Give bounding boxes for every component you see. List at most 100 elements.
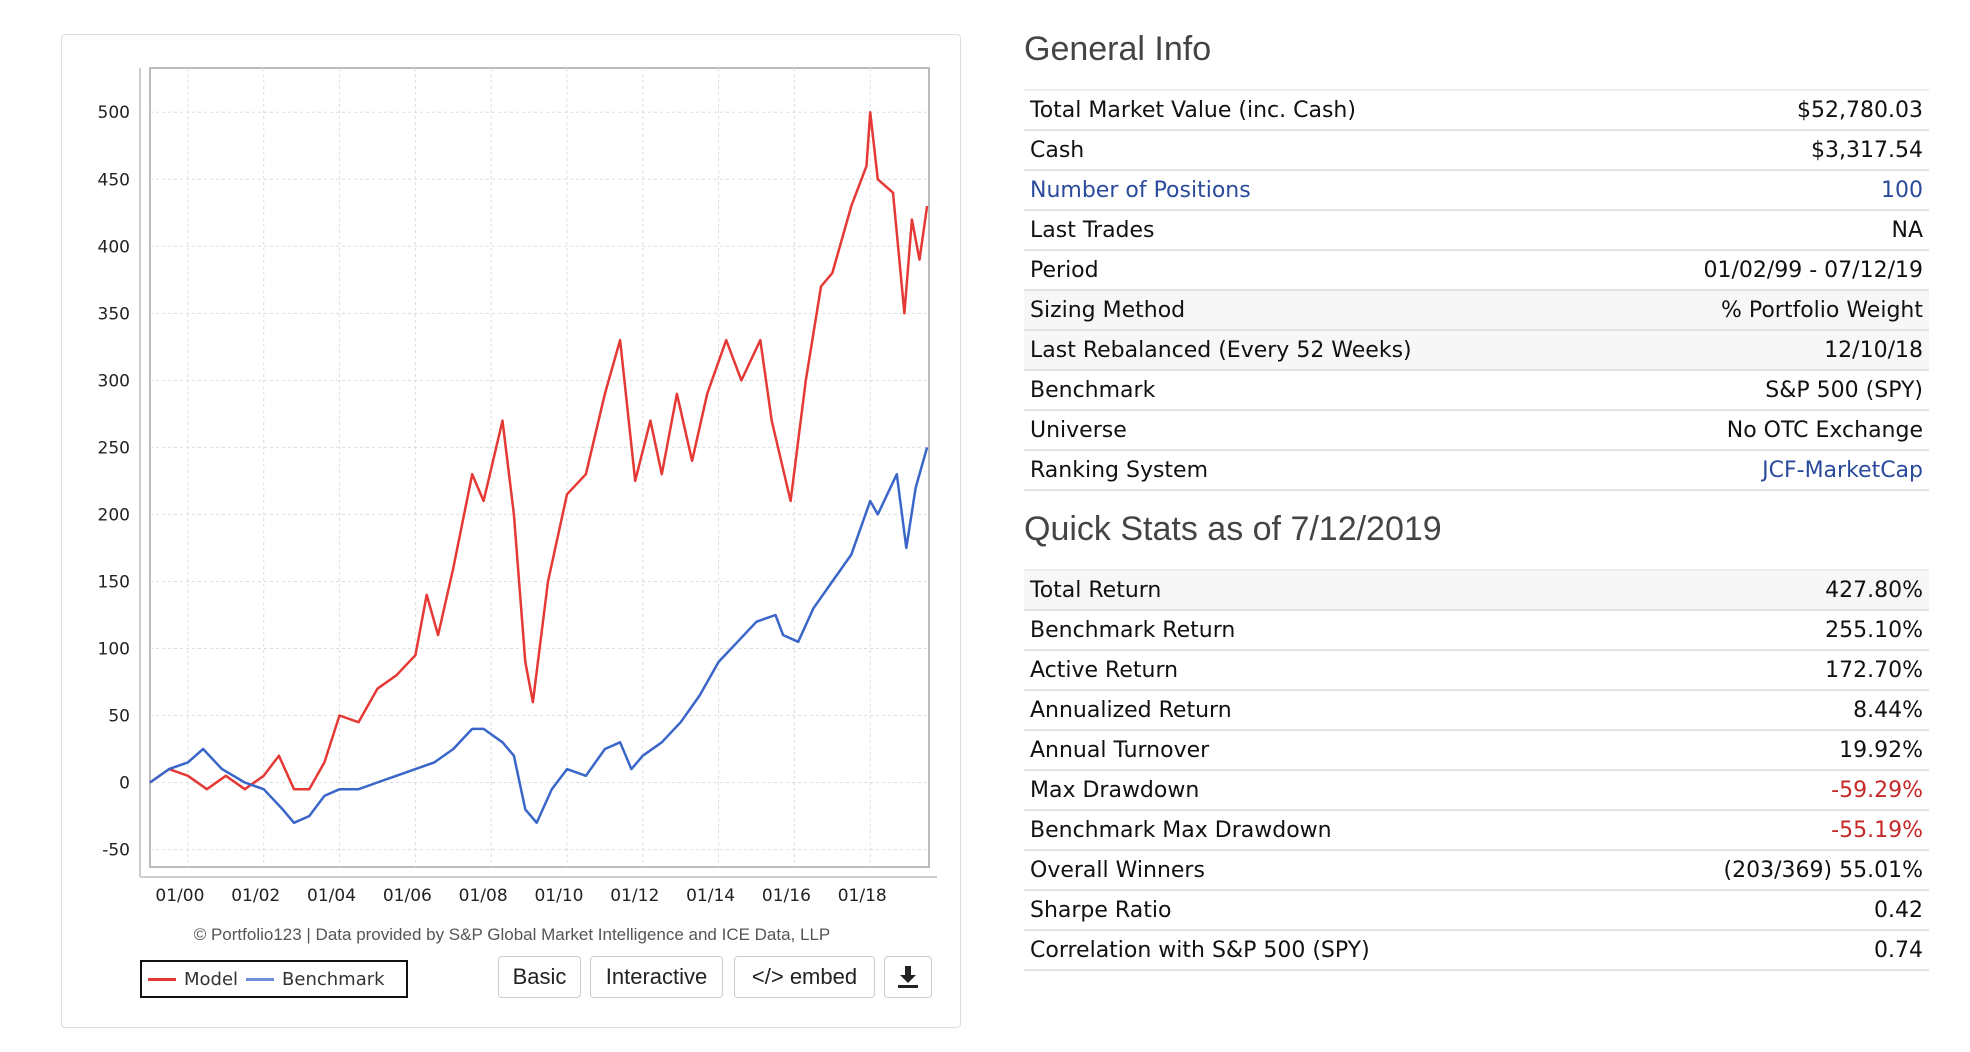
x-tick-label: 01/02 — [231, 886, 280, 906]
y-tick-label: 150 — [98, 572, 130, 592]
x-tick-label: 01/12 — [610, 886, 659, 906]
x-tick-label: 01/04 — [307, 886, 356, 906]
table-row: Sizing Method% Portfolio Weight — [1024, 290, 1929, 331]
x-tick-label: 01/10 — [534, 886, 583, 906]
y-tick-label: 500 — [98, 103, 130, 123]
row-value: -59.29% — [1589, 770, 1929, 811]
row-label: Cash — [1024, 130, 1594, 171]
row-label: Benchmark Return — [1024, 610, 1590, 651]
table-row: Max Drawdown -59.29% — [1024, 770, 1929, 811]
chart-panel: 500 450 400 350 300 250 200 150 100 50 0 -50 01/00 01… — [61, 34, 961, 1028]
table-row: Ranking System JCF-MarketCap — [1024, 450, 1929, 491]
table-row: Benchmark S&P 500 (SPY) — [1024, 370, 1929, 411]
row-value: S&P 500 (SPY) — [1593, 370, 1929, 411]
row-value: 8.44% — [1589, 690, 1929, 731]
row-value: -55.19% — [1589, 810, 1929, 851]
model-swatch — [148, 977, 176, 981]
row-label: Annual Turnover — [1024, 730, 1590, 771]
embed-button[interactable]: </> embed — [734, 956, 875, 998]
table-row: Period 01/02/99 - 07/12/19 — [1024, 250, 1929, 291]
row-value: No OTC Exchange — [1593, 410, 1929, 451]
row-value: 0.42 — [1589, 890, 1929, 931]
table-row: Annual Turnover 19.92% — [1024, 730, 1929, 771]
table-row: Active Return 172.70% — [1024, 650, 1929, 691]
table-row: Number of Positions 100 — [1024, 170, 1929, 211]
quick-stats-table: Total Return 427.80% Benchmark Return 255.1… — [1024, 569, 1929, 971]
general-info-table: Total Market Value (inc. Cash) $52,780.03… — [1024, 89, 1929, 491]
row-label: Benchmark — [1024, 370, 1594, 411]
table-row: Last Trades NA — [1024, 210, 1929, 251]
table-row: Last Rebalanced (Every 52 Weeks) 12/10/18 — [1024, 330, 1929, 371]
y-tick-label: 400 — [98, 237, 130, 257]
row-value: $52,780.03 — [1593, 90, 1929, 131]
quick-stats-title: Quick Stats as of 7/12/2019 — [1024, 510, 1442, 548]
row-value: % Portfolio Weight — [1593, 290, 1929, 331]
table-row: Total Return 427.80% — [1024, 570, 1929, 611]
x-tick-label: 01/00 — [155, 886, 204, 906]
row-value: 172.70% — [1589, 650, 1929, 691]
row-label: Total Market Value (inc. Cash) — [1024, 90, 1594, 131]
interactive-button[interactable]: Interactive — [590, 956, 723, 998]
x-tick-label: 01/14 — [686, 886, 735, 906]
table-row: Correlation with S&P 500 (SPY) 0.74 — [1024, 930, 1929, 971]
x-tick-label: 01/16 — [762, 886, 811, 906]
row-label[interactable]: Number of Positions — [1024, 170, 1594, 211]
row-label: Benchmark Max Drawdown — [1024, 810, 1590, 851]
chart-copyright: © Portfolio123 | Data provided by S&P Gl… — [193, 925, 831, 944]
row-label: Overall Winners — [1024, 850, 1590, 891]
plot-area — [149, 67, 930, 868]
x-tick-label: 01/08 — [459, 886, 508, 906]
row-label: Annualized Return — [1024, 690, 1590, 731]
row-label: Last Trades — [1024, 210, 1594, 251]
row-label: Max Drawdown — [1024, 770, 1590, 811]
table-row: Sharpe Ratio 0.42 — [1024, 890, 1929, 931]
benchmark-series-line — [149, 447, 929, 825]
y-tick-label: 350 — [98, 304, 130, 324]
row-value[interactable]: 100 — [1593, 170, 1929, 211]
table-row: Benchmark Max Drawdown -55.19% — [1024, 810, 1929, 851]
y-tick-label: -50 — [102, 841, 130, 861]
row-value: NA — [1593, 210, 1929, 251]
table-row: Universe No OTC Exchange — [1024, 410, 1929, 451]
row-value: 0.74 — [1589, 930, 1929, 971]
download-button[interactable] — [884, 956, 932, 998]
row-value: (203/369) 55.01% — [1589, 850, 1929, 891]
y-tick-label: 300 — [98, 371, 130, 391]
row-value[interactable]: JCF-MarketCap — [1593, 450, 1929, 491]
row-value: 255.10% — [1589, 610, 1929, 651]
y-tick-label: 50 — [108, 707, 130, 727]
row-label: Total Return — [1024, 570, 1590, 611]
legend-model: Model — [184, 968, 239, 990]
table-row: Benchmark Return 255.10% — [1024, 610, 1929, 651]
row-value: 01/02/99 - 07/12/19 — [1593, 250, 1929, 291]
table-row: Annualized Return 8.44% — [1024, 690, 1929, 731]
row-label: Universe — [1024, 410, 1594, 451]
x-tick-label: 01/06 — [383, 886, 432, 906]
y-tick-label: 450 — [98, 170, 130, 190]
row-label: Last Rebalanced (Every 52 Weeks) — [1024, 330, 1594, 371]
y-tick-label: 200 — [98, 505, 130, 525]
row-label: Period — [1024, 250, 1594, 291]
y-tick-label: 0 — [119, 774, 130, 794]
y-tick-label: 250 — [98, 438, 130, 458]
row-value: $3,317.54 — [1593, 130, 1929, 171]
benchmark-swatch — [246, 977, 275, 981]
row-label: Sharpe Ratio — [1024, 890, 1590, 931]
table-row: Total Market Value (inc. Cash) $52,780.03 — [1024, 90, 1929, 131]
general-info-title: General Info — [1024, 30, 1212, 68]
table-row: Overall Winners (203/369) 55.01% — [1024, 850, 1929, 891]
row-value: 427.80% — [1589, 570, 1929, 611]
row-label: Ranking System — [1024, 450, 1594, 491]
row-value: 12/10/18 — [1593, 330, 1929, 371]
chart-legend: Model Benchmark — [140, 960, 408, 998]
row-label: Correlation with S&P 500 (SPY) — [1024, 930, 1590, 971]
row-label: Sizing Method — [1024, 290, 1594, 331]
x-tick-label: 01/18 — [838, 886, 887, 906]
legend-benchmark: Benchmark — [282, 968, 385, 990]
row-value: 19.92% — [1589, 730, 1929, 771]
row-label: Active Return — [1024, 650, 1590, 691]
download-icon — [898, 966, 918, 988]
basic-button[interactable]: Basic — [498, 956, 581, 998]
table-row: Cash $3,317.54 — [1024, 130, 1929, 171]
